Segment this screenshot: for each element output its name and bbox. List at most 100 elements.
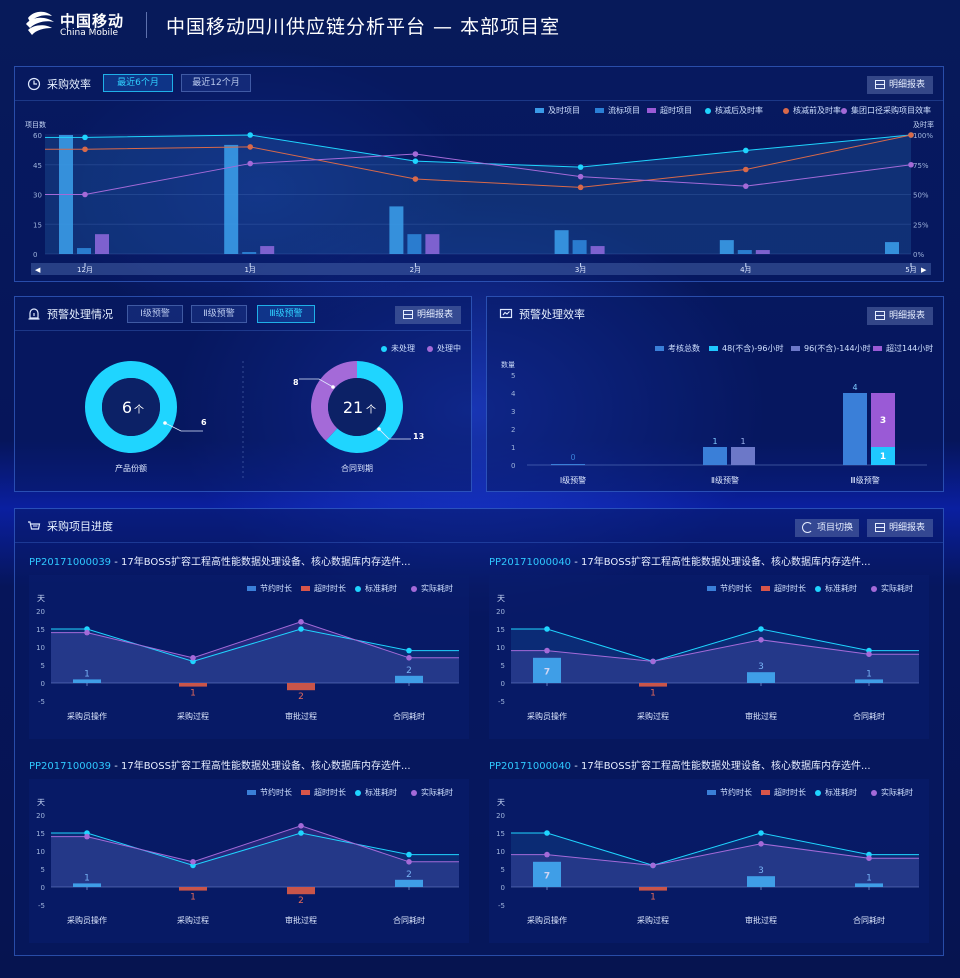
warning-report-button[interactable]: 明细报表 — [395, 306, 461, 324]
legend-swatch-icon — [247, 586, 256, 591]
project-code[interactable]: PP20171000040 — [489, 761, 572, 772]
legend-label: 超时时长 — [774, 584, 806, 593]
clock-icon — [27, 77, 41, 91]
x-tick-label: 合同耗时 — [853, 711, 885, 721]
bar-超时项目 — [95, 234, 109, 254]
point-核减前及时率 — [247, 144, 253, 150]
y-tick-label: 0 — [41, 680, 45, 688]
tab-level-3-warning[interactable]: Ⅲ级预警 — [257, 305, 315, 323]
progress-panel: 采购项目进度 项目切换 明细报表 PP20171000039 - 17年BOSS… — [14, 508, 944, 956]
legend-swatch-icon — [707, 586, 716, 591]
right-axis-label: 及时率 — [913, 120, 934, 129]
point-实际耗时 — [406, 655, 412, 661]
x-tick-label: 2月 — [410, 266, 421, 274]
bar-节约时长 — [73, 679, 101, 683]
point-核减前及时率 — [412, 176, 419, 182]
progress-report-button[interactable]: 明细报表 — [867, 519, 933, 537]
left-axis-label: 项目数 — [25, 120, 46, 129]
bar-超时项目 — [425, 234, 440, 254]
point-核减后及时率 — [577, 164, 584, 170]
y-axis-unit: 天 — [37, 594, 45, 603]
donut-callout-value: 6 — [201, 418, 207, 427]
report-button-label: 明细报表 — [417, 310, 454, 320]
bar-及时项目 — [719, 240, 734, 254]
project-code[interactable]: PP20171000040 — [489, 557, 572, 568]
tab-level-2-warning[interactable]: Ⅱ级预警 — [191, 305, 247, 323]
legend-label: 实际耗时 — [881, 788, 913, 797]
donut-callout-line — [164, 422, 203, 432]
point-集团口径采购项目效率 — [412, 151, 419, 157]
bar-考核总数 — [703, 447, 727, 465]
legend-label: 标准耗时 — [365, 584, 397, 593]
refresh-icon — [802, 522, 813, 533]
efficiency-report-button[interactable]: 明细报表 — [867, 76, 933, 94]
donut-label: 产品份额 — [115, 463, 147, 473]
project-title[interactable]: PP20171000040 - 17年BOSS扩容工程高性能数据处理设备、核心数… — [489, 553, 871, 568]
legend-item: 超时时长 — [761, 787, 806, 798]
warning-efficiency-report-button[interactable]: 明细报表 — [867, 307, 933, 325]
legend-label: 超时时长 — [774, 788, 806, 797]
line-实际耗时 — [511, 639, 919, 662]
project-progress-chart: 天 -5 0 5 10 15 20 采购员操作 1 采购过程 1 审批过程 2 合同耗时 2 — [36, 594, 459, 721]
tab-last-12-months[interactable]: 最近12个月 — [181, 74, 251, 92]
project-switch-button[interactable]: 项目切换 — [795, 519, 859, 537]
point-集团口径采购项目效率 — [743, 183, 749, 189]
bar-value: 2 — [406, 870, 412, 880]
y-tick-label: 0 — [501, 884, 505, 892]
line-标准耗时 — [511, 628, 919, 662]
project-title[interactable]: PP20171000039 - 17年BOSS扩容工程高性能数据处理设备、核心数… — [29, 553, 411, 568]
donut-callout-line — [378, 428, 411, 440]
legend-item: 标准耗时 — [815, 583, 857, 594]
bar-value: 2 — [406, 666, 412, 676]
logo-text-cn: 中国移动 — [60, 12, 125, 30]
x-tick-label: 3月 — [575, 266, 586, 274]
y-tick-label: 10 — [496, 644, 505, 652]
tab-last-6-months[interactable]: 最近6个月 — [103, 74, 173, 92]
point-集团口径采购项目效率 — [577, 173, 584, 180]
legend-label: 流标项目 — [608, 106, 640, 115]
y-tick-label: 1 — [511, 444, 515, 452]
x-tick-label: 采购员操作 — [527, 711, 567, 721]
point-实际耗时 — [84, 629, 90, 636]
project-code[interactable]: PP20171000039 — [29, 761, 112, 772]
project-progress-chart: 天 -5 0 5 10 15 20 采购员操作 7 采购过程 1 审批过程 3 合同耗时 1 — [496, 798, 919, 925]
point-标准耗时 — [758, 626, 764, 632]
legend-swatch-icon — [841, 107, 847, 114]
point-标准耗时 — [406, 851, 412, 858]
y-axis-unit: 天 — [37, 798, 45, 807]
legend-swatch-icon — [783, 107, 789, 114]
legend-label: 96(不含)-144小时 — [804, 344, 871, 353]
report-button-label: 明细报表 — [889, 311, 926, 321]
warning-efficiency-header: 预警处理效率 明细报表 — [487, 297, 943, 331]
donut-center-unit: 个 — [134, 404, 144, 416]
x-tick-label: 审批过程 — [285, 915, 317, 925]
legend-label: 未处理 — [391, 344, 415, 353]
tab-level-1-warning[interactable]: Ⅰ级预警 — [127, 305, 183, 323]
legend-label: 超过144小时 — [886, 344, 934, 353]
legend-label: 考核总数 — [668, 344, 700, 353]
point-实际耗时 — [406, 859, 412, 865]
legend-swatch-icon — [873, 346, 882, 351]
point-实际耗时 — [650, 862, 656, 869]
legend-label: 核减后及时率 — [715, 106, 763, 115]
project-title[interactable]: PP20171000039 - 17年BOSS扩容工程高性能数据处理设备、核心数… — [29, 757, 411, 772]
bar-节约时长 — [395, 675, 423, 683]
point-核减前及时率 — [908, 132, 914, 138]
bar-超时时长 — [639, 887, 667, 891]
project-code[interactable]: PP20171000039 — [29, 557, 112, 568]
x-tick-label: 采购过程 — [177, 915, 209, 925]
legend-item: 超时项目 — [647, 105, 692, 116]
bar-节约时长 — [747, 672, 775, 683]
bar-节约时长 — [533, 861, 561, 887]
y-tick-label: 20 — [36, 608, 45, 616]
y-tick-label: 15 — [36, 830, 45, 838]
legend-item: 核减后及时率 — [705, 105, 763, 116]
legend-label: 实际耗时 — [881, 584, 913, 593]
stack-segment — [731, 447, 755, 465]
efficiency-title: 采购效率 — [47, 78, 91, 91]
project-title[interactable]: PP20171000040 - 17年BOSS扩容工程高性能数据处理设备、核心数… — [489, 757, 871, 772]
y-axis-unit: 天 — [497, 594, 505, 603]
y-tick-label: 3 — [511, 408, 515, 416]
